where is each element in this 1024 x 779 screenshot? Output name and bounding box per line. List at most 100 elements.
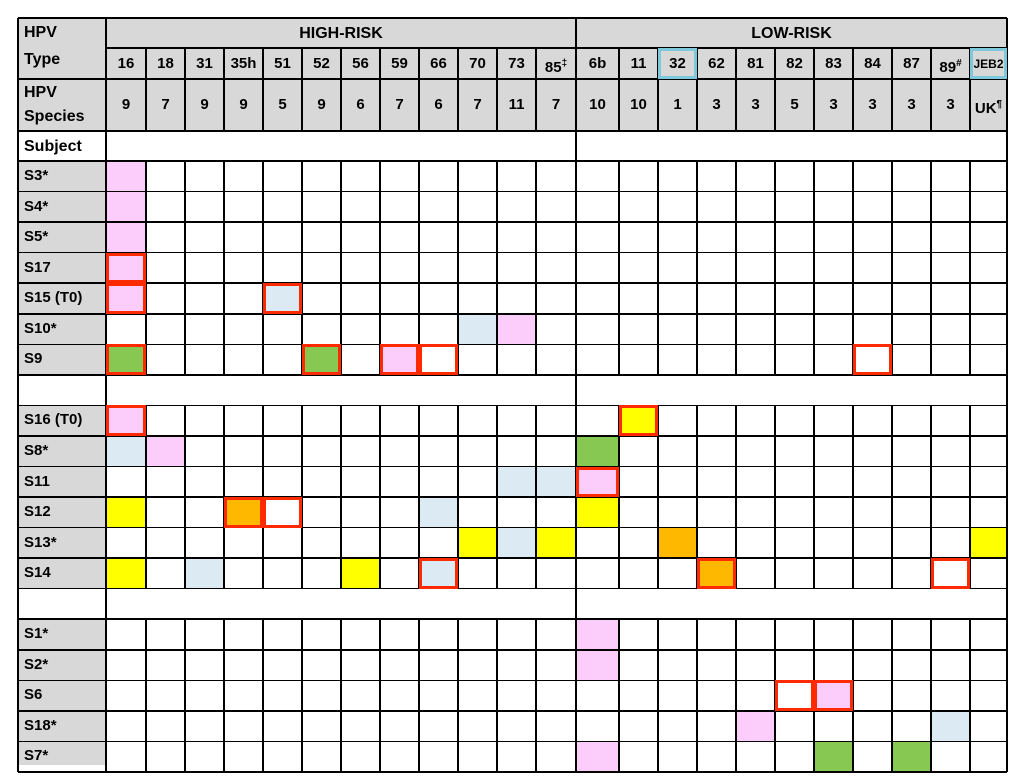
grid-vline	[262, 466, 264, 498]
high-risk-title: HIGH-RISK	[299, 25, 383, 42]
grid-vline	[891, 283, 893, 314]
data-cell-lightblue	[536, 466, 576, 498]
grid-vline	[262, 680, 264, 711]
grid-vline	[145, 619, 147, 650]
cell-highlight-red	[931, 558, 970, 589]
grid-vline	[969, 313, 971, 345]
grid-vline	[340, 558, 342, 589]
grid-vline	[301, 252, 303, 284]
separator-row	[18, 374, 1007, 406]
subject-label-S16T0: S16 (T0)	[24, 411, 83, 429]
type-label-81: 81	[736, 49, 775, 79]
grid-vline	[774, 405, 776, 436]
type-label-85: 85‡	[536, 49, 576, 79]
grid-vline	[813, 405, 815, 436]
grid-hline	[18, 435, 1007, 437]
subject-label-S10: S10*	[24, 319, 57, 337]
grid-vline	[379, 252, 381, 284]
data-cell-yellow	[619, 405, 658, 436]
grid-vline	[496, 680, 498, 711]
grid-vline	[418, 649, 420, 681]
data-cell-orange	[658, 527, 697, 559]
grid-vline	[262, 48, 264, 131]
grid-vline	[184, 191, 186, 223]
grid-vline	[340, 222, 342, 253]
grid-vline	[223, 161, 225, 192]
species-text: 1	[673, 96, 682, 113]
header-background	[18, 18, 1007, 131]
grid-vline	[852, 283, 854, 314]
grid-vline	[657, 222, 659, 253]
grid-vline	[813, 313, 815, 345]
grid-hline	[18, 526, 1007, 529]
data-cell-lightblue	[931, 710, 970, 742]
data-cell-green	[106, 344, 146, 375]
subject-label-S9: S9	[24, 350, 43, 368]
grid-vline	[145, 710, 147, 742]
grid-vline	[969, 741, 971, 772]
grid-vline	[145, 313, 147, 345]
grid-vline	[891, 435, 893, 467]
grid-vline	[418, 161, 420, 192]
grid-vline	[969, 497, 971, 528]
grid-vline	[340, 680, 342, 711]
grid-vline	[184, 252, 186, 284]
grid-vline	[418, 283, 420, 314]
grid-vline	[535, 222, 537, 253]
type-text: 62	[708, 55, 725, 72]
grid-hline	[18, 343, 1007, 346]
type-text: 18	[157, 55, 174, 72]
species-label-83: 3	[814, 88, 853, 122]
type-highlight-blue	[970, 48, 1007, 79]
grid-vline	[852, 161, 854, 192]
grid-vline	[223, 222, 225, 253]
grid-vline	[262, 619, 264, 650]
grid-vline	[618, 222, 620, 253]
grid-vline	[457, 48, 459, 131]
data-cell-pink	[380, 344, 419, 375]
grid-hline	[18, 374, 1007, 376]
grid-vline	[930, 344, 932, 375]
species-label-51: 5	[263, 88, 302, 122]
cell-highlight-red	[106, 252, 146, 284]
grid-vline	[813, 283, 815, 314]
grid-vline	[696, 741, 698, 772]
species-label-89: 3	[931, 88, 970, 122]
subject-label-S5: S5*	[24, 228, 49, 246]
grid-vline	[852, 48, 854, 131]
grid-vline	[657, 435, 659, 467]
cell-highlight-red	[775, 680, 814, 711]
grid-vline	[262, 283, 264, 314]
type-label-70: 70	[458, 49, 497, 79]
grid-vline	[496, 222, 498, 253]
grid-vline	[301, 344, 303, 375]
grid-hline	[18, 404, 1007, 407]
grid-vline	[696, 313, 698, 345]
grid-vline	[774, 344, 776, 375]
data-cell-green	[302, 344, 341, 375]
grid-vline	[618, 435, 620, 467]
species-label-18: 7	[146, 88, 185, 122]
grid-vline	[930, 252, 932, 284]
subject-label-S8: S8*	[24, 441, 49, 459]
grid-vline	[418, 313, 420, 345]
grid-vline	[379, 161, 381, 192]
grid-vline	[696, 435, 698, 467]
risk-group-divider	[574, 18, 578, 772]
label-column-divider	[105, 18, 107, 772]
type-text: 56	[352, 55, 369, 72]
grid-vline	[535, 497, 537, 528]
data-cell-yellow	[536, 527, 576, 559]
grid-vline	[774, 497, 776, 528]
grid-hline	[18, 496, 1007, 498]
grid-vline	[184, 741, 186, 772]
species-text: 10	[630, 96, 647, 113]
grid-vline	[969, 649, 971, 681]
subject-label-S12: S12	[24, 503, 51, 521]
grid-vline	[379, 466, 381, 498]
grid-vline	[774, 161, 776, 192]
grid-vline	[735, 710, 737, 742]
grid-hline	[18, 190, 1007, 193]
grid-vline	[535, 191, 537, 223]
grid-vline	[379, 741, 381, 772]
